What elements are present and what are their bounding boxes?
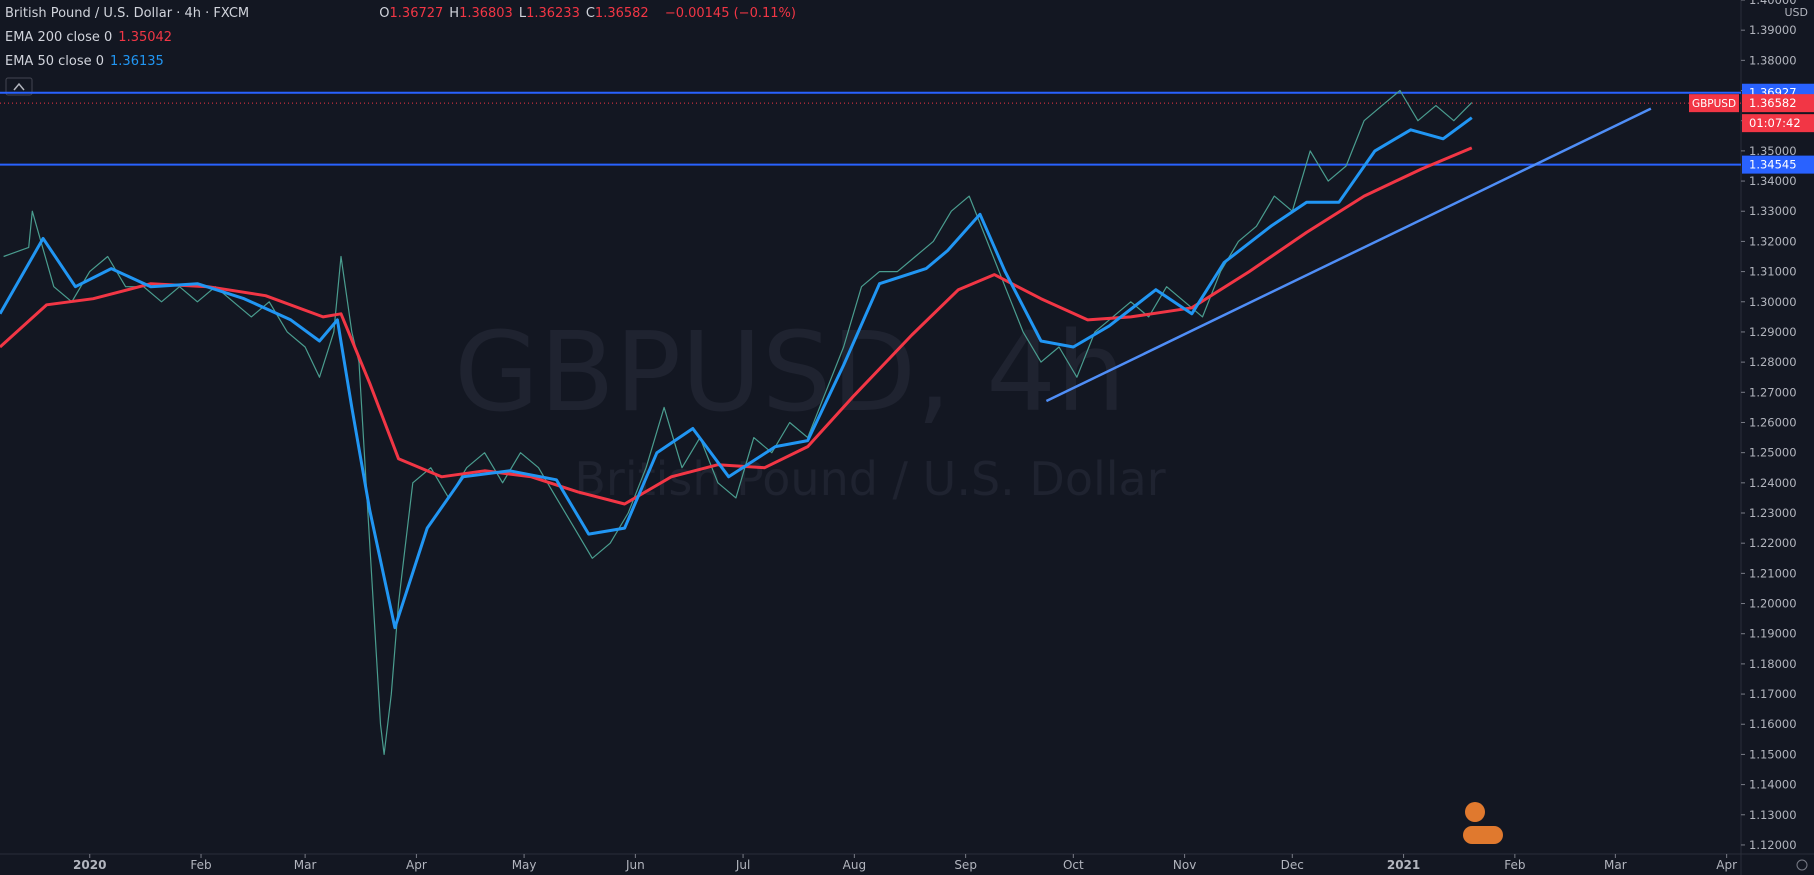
x-tick-label: May xyxy=(512,858,537,872)
y-tick-label: 1.25000 xyxy=(1749,446,1797,460)
price-tag-label: 1.36582 xyxy=(1749,96,1797,110)
y-tick-label: 1.18000 xyxy=(1749,657,1797,671)
symbol-tag xyxy=(1689,94,1739,113)
ohlc-label: H xyxy=(449,6,460,21)
y-tick-label: 1.34000 xyxy=(1749,174,1797,188)
settings-icon[interactable] xyxy=(1796,859,1808,871)
symbol-title: British Pound / U.S. Dollar · 4h · FXCM xyxy=(5,6,250,21)
y-tick-label: 1.24000 xyxy=(1749,476,1797,490)
y-tick-label: 1.27000 xyxy=(1749,385,1797,399)
y-tick-label: 1.12000 xyxy=(1749,838,1797,852)
event-icon[interactable] xyxy=(1463,826,1503,844)
ohlc-value: 1.36803 xyxy=(459,6,513,21)
y-tick-label: 1.13000 xyxy=(1749,808,1797,822)
y-tick-label: 1.19000 xyxy=(1749,627,1797,641)
y-tick-label: 1.32000 xyxy=(1749,234,1797,248)
watermark-symbol: GBPUSD, 4h xyxy=(454,308,1126,436)
y-tick-label: 1.29000 xyxy=(1749,325,1797,339)
y-tick-label: 1.31000 xyxy=(1749,265,1797,279)
countdown: 01:07:42 xyxy=(1749,116,1801,130)
indicator-legend: EMA 200 close 0 1.35042 xyxy=(5,30,178,45)
price-tag xyxy=(1742,155,1814,174)
y-tick-label: 1.16000 xyxy=(1749,717,1797,731)
ohlc-value: 1.36582 xyxy=(594,6,649,21)
price-tag-label: 1.34545 xyxy=(1749,158,1797,172)
y-tick-label: 1.39000 xyxy=(1749,23,1797,37)
trendline xyxy=(1045,107,1652,403)
symbol-tag-label: GBPUSD xyxy=(1692,98,1736,110)
x-tick-label: Feb xyxy=(190,858,211,872)
series-line xyxy=(3,89,1473,755)
countdown-tag xyxy=(1742,114,1814,133)
y-tick-label: 1.28000 xyxy=(1749,355,1797,369)
x-tick-label: 2020 xyxy=(73,858,106,872)
x-tick-label: Apr xyxy=(1716,858,1737,872)
x-tick-label: Dec xyxy=(1281,858,1304,872)
indicator-name: EMA 50 close 0 xyxy=(5,54,105,69)
collapse-button[interactable] xyxy=(5,77,33,96)
event-icon[interactable] xyxy=(1465,802,1485,822)
x-tick-label: 2021 xyxy=(1387,858,1420,872)
indicator-value: 1.36135 xyxy=(110,54,164,69)
indicator-name: EMA 200 close 0 xyxy=(5,30,113,45)
ohlc-label: C xyxy=(585,6,595,21)
x-tick-label: Nov xyxy=(1173,858,1196,872)
y-tick-label: 1.26000 xyxy=(1749,415,1797,429)
price-tag xyxy=(1742,94,1814,113)
x-tick-label: Apr xyxy=(406,858,427,872)
y-tick-label: 1.21000 xyxy=(1749,566,1797,580)
currency-label: USD xyxy=(1784,6,1808,19)
y-tick-label: 1.23000 xyxy=(1749,506,1797,520)
y-tick-label: 1.20000 xyxy=(1749,597,1797,611)
x-tick-label: Sep xyxy=(954,858,977,872)
ohlc-label: L xyxy=(518,6,527,21)
ohlc-label: O xyxy=(379,6,390,21)
y-tick-label: 1.17000 xyxy=(1749,687,1797,701)
x-tick-label: Oct xyxy=(1063,858,1084,872)
indicator-value: 1.35042 xyxy=(118,30,173,45)
watermark-description: British Pound / U.S. Dollar xyxy=(574,452,1165,506)
header: British Pound / U.S. Dollar · 4h · FXCM … xyxy=(5,6,802,21)
x-tick-label: Jun xyxy=(625,858,645,872)
y-tick-label: 1.30000 xyxy=(1749,295,1797,309)
y-tick-label: 1.14000 xyxy=(1749,778,1797,792)
series-line xyxy=(0,116,1473,630)
y-tick-label: 1.15000 xyxy=(1749,747,1797,761)
indicator-legend: EMA 50 close 0 1.36135 xyxy=(5,54,170,69)
y-tick-label: 1.38000 xyxy=(1749,53,1797,67)
ohlc-value: 1.36233 xyxy=(526,6,580,21)
y-tick-label: 1.22000 xyxy=(1749,536,1797,550)
y-tick-label: 1.35000 xyxy=(1749,144,1797,158)
ohlc-value: 1.36727 xyxy=(389,6,444,21)
y-tick-label: 1.33000 xyxy=(1749,204,1797,218)
collapse-icon xyxy=(13,82,25,91)
x-tick-label: Aug xyxy=(843,858,866,872)
y-tick-label: 1.40000 xyxy=(1749,0,1797,7)
x-tick-label: Jul xyxy=(735,858,750,872)
x-tick-label: Mar xyxy=(294,858,317,872)
x-tick-label: Feb xyxy=(1504,858,1525,872)
series-line xyxy=(0,146,1473,506)
ohlc: O1.36727 H1.36803 L1.36233 C1.36582 xyxy=(379,6,654,21)
change: −0.00145 (−0.11%) xyxy=(664,6,796,21)
x-tick-label: Mar xyxy=(1604,858,1627,872)
